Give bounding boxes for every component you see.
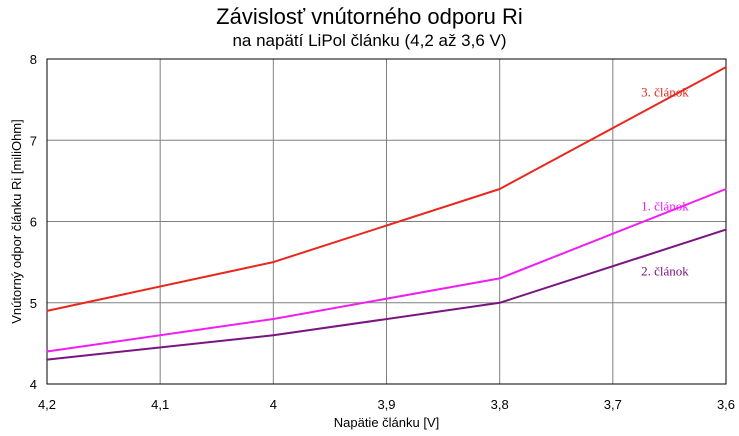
y-tick-label: 4 (30, 377, 37, 392)
data-point (272, 334, 275, 337)
data-point (498, 277, 501, 280)
data-point (725, 188, 727, 190)
data-point (498, 301, 501, 304)
series-label-2: 1. článok (641, 198, 689, 213)
data-point (46, 358, 48, 361)
x-tick-label: 3,6 (717, 397, 735, 412)
data-point (272, 261, 275, 263)
y-axis-ticks: 4 5 6 7 8 (30, 52, 37, 392)
x-axis-ticks: 4,2 4,1 4 3,9 3,8 3,7 3,6 (38, 397, 735, 412)
y-axis-label: Vnútorný odpor článku Ri [miliOhm] (9, 119, 24, 323)
x-tick-label: 3,9 (377, 397, 395, 412)
data-point (498, 188, 501, 190)
chart-title: Závislosť vnútorného odporu Ri (216, 4, 523, 29)
x-tick-label: 4,2 (38, 397, 56, 412)
data-point (46, 350, 48, 353)
series-label-1: 3. článok (641, 85, 689, 100)
series-line-3 (46, 228, 727, 361)
x-tick-label: 3,8 (491, 397, 509, 412)
x-tick-label: 4 (270, 397, 277, 412)
x-tick-label: 3,7 (604, 397, 622, 412)
y-tick-label: 6 (30, 215, 37, 230)
y-tick-label: 8 (30, 52, 37, 67)
plot-area (46, 58, 727, 385)
y-tick-label: 5 (30, 296, 37, 311)
y-tick-label: 7 (30, 133, 37, 148)
data-point (46, 310, 48, 312)
x-axis-label: Napätie článku [V] (334, 415, 440, 430)
grid (47, 59, 726, 384)
series-line-1 (46, 66, 727, 312)
series-label-3: 2. článok (641, 263, 689, 278)
chart-subtitle: na napätí LiPol článku (4,2 až 3,6 V) (232, 31, 507, 50)
x-tick-label: 4,1 (151, 397, 169, 412)
series-group: 3. článok 1. článok 2. článok (46, 66, 727, 361)
data-point (725, 228, 727, 231)
series-line-2 (46, 188, 727, 353)
data-point (272, 318, 275, 320)
data-point (725, 66, 727, 68)
